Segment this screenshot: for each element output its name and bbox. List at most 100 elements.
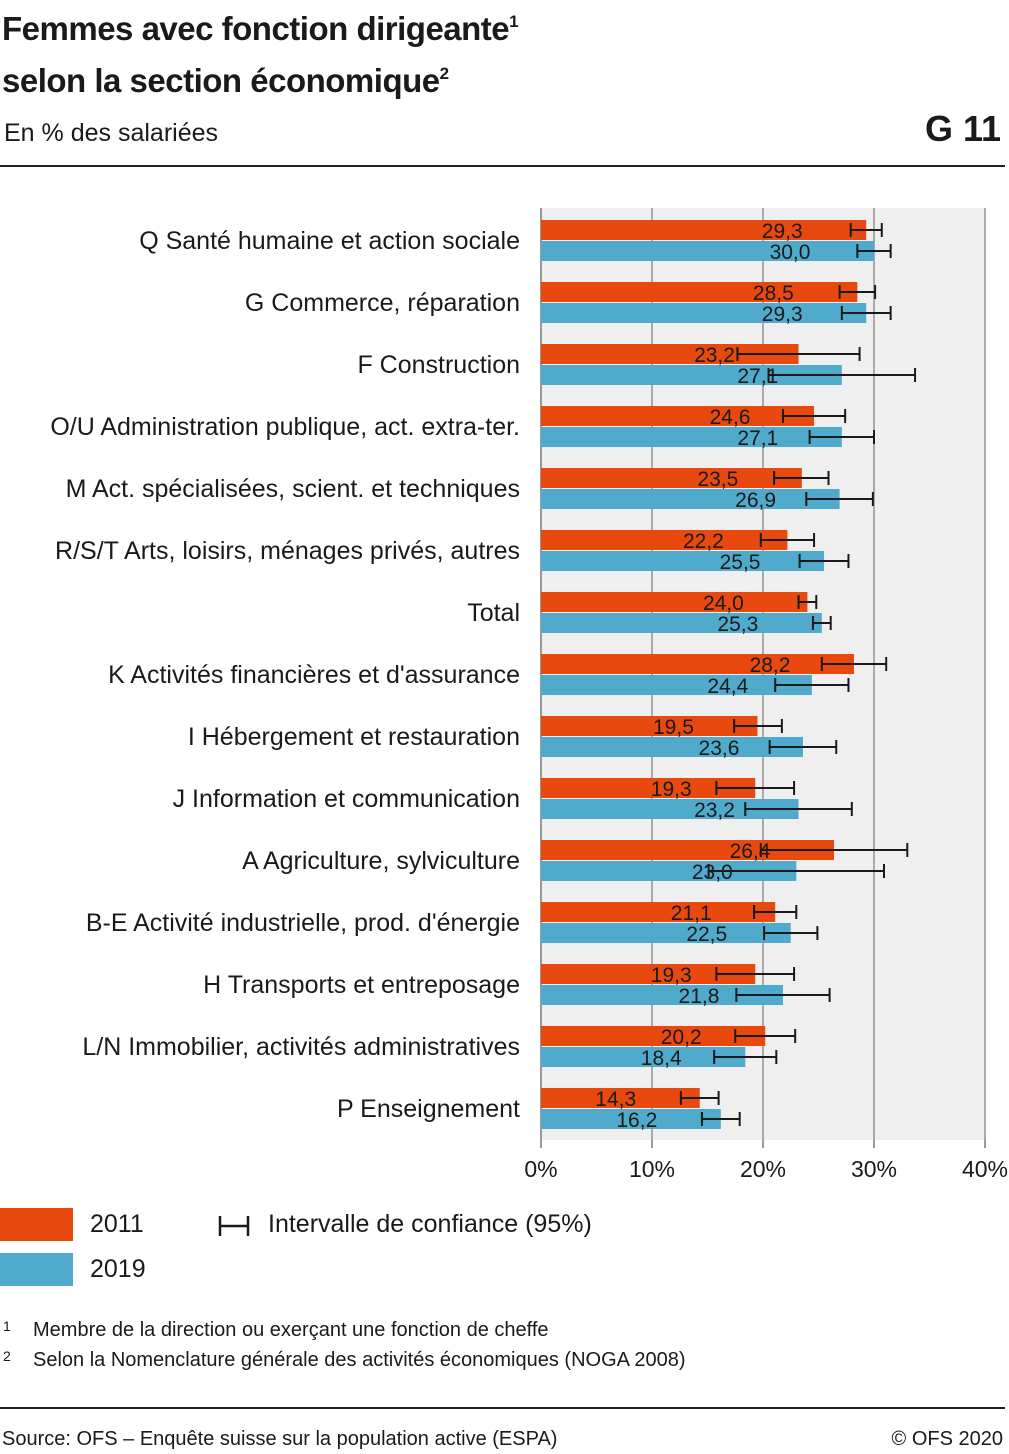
footnote-1-text: Membre de la direction ou exerçant une f… — [33, 1319, 549, 1341]
category-label: H Transports et entreposage — [203, 971, 520, 999]
data-label-2011: 28,2 — [750, 654, 791, 677]
bar-2019 — [541, 489, 840, 509]
source-note: Source: OFS – Enquête suisse sur la popu… — [2, 1428, 558, 1450]
bar-2019 — [541, 551, 825, 571]
category-label: J Information et communication — [173, 785, 520, 813]
bar-2019 — [541, 365, 842, 385]
bar-2019 — [541, 799, 799, 819]
bar-2019 — [541, 861, 797, 881]
data-label-2011: 19,5 — [653, 716, 694, 739]
x-tick-label: 20% — [740, 1156, 786, 1182]
data-label-2011: 22,2 — [683, 530, 724, 553]
chart-code: G 11 — [924, 108, 1001, 149]
data-label-2019: 25,3 — [717, 613, 758, 636]
legend-label-2019: 2019 — [90, 1255, 146, 1283]
footnote-ref-2: 2 — [439, 64, 449, 83]
bar-2019 — [541, 675, 812, 695]
footnote-2-text: Selon la Nomenclature générale des activ… — [33, 1349, 686, 1371]
bar-2019 — [541, 1047, 746, 1067]
bar-chart: 0% 10% 20% 30% 40% Q Santé humaine et action … — [50, 208, 1008, 1182]
category-label: L/N Immobilier, activités administrative… — [82, 1033, 520, 1061]
bar-2019 — [541, 923, 791, 943]
bar-2011 — [541, 964, 756, 984]
x-tick-label: 40% — [962, 1156, 1008, 1182]
footnote-1-number: 1 — [3, 1318, 11, 1334]
data-label-2019: 18,4 — [641, 1047, 682, 1070]
data-label-2019: 24,4 — [707, 675, 748, 698]
bar-2019 — [541, 613, 822, 633]
category-label: G Commerce, réparation — [245, 289, 520, 317]
bar-2019 — [541, 737, 803, 757]
category-label: I Hébergement et restauration — [188, 723, 520, 751]
bar-2011 — [541, 406, 815, 426]
bar-2019 — [541, 427, 842, 447]
footnote-2-number: 2 — [3, 1348, 11, 1364]
data-label-2011: 23,2 — [694, 344, 735, 367]
chart-subtitle: En % des salariées — [4, 119, 219, 147]
legend-swatch-2011 — [0, 1208, 73, 1241]
data-label-2011: 14,3 — [595, 1088, 636, 1111]
x-tick-label: 10% — [629, 1156, 675, 1182]
x-tick-label: 0% — [524, 1156, 557, 1182]
data-label-2019: 27,1 — [737, 365, 778, 388]
data-label-2019: 30,0 — [770, 241, 811, 264]
bar-2019 — [541, 985, 783, 1005]
data-label-2019: 27,1 — [737, 427, 778, 450]
category-label: K Activités financières et d'assurance — [108, 661, 520, 689]
category-label: P Enseignement — [337, 1095, 520, 1123]
bar-2011 — [541, 344, 799, 364]
data-label-2011: 20,2 — [661, 1026, 702, 1049]
data-label-2011: 21,1 — [671, 902, 712, 925]
ci-legend-icon — [218, 1216, 250, 1236]
legend-swatch-2019 — [0, 1253, 73, 1286]
data-label-2019: 16,2 — [616, 1109, 657, 1132]
data-label-2011: 28,5 — [753, 282, 794, 305]
category-label: M Act. spécialisées, scient. et techniqu… — [66, 475, 520, 503]
bar-2011 — [541, 654, 855, 674]
data-label-2019: 23,2 — [694, 799, 735, 822]
data-label-2019: 21,8 — [679, 985, 720, 1008]
bar-2011 — [541, 220, 867, 240]
legend-label-ci: Intervalle de confiance (95%) — [268, 1210, 592, 1238]
category-label: B-E Activité industrielle, prod. d'énerg… — [86, 909, 520, 937]
data-label-2019: 25,5 — [720, 551, 761, 574]
data-label-2011: 29,3 — [762, 220, 803, 243]
category-label: Total — [467, 599, 520, 627]
data-label-2011: 24,0 — [703, 592, 744, 615]
header-rule — [0, 165, 1005, 167]
footer-rule — [0, 1407, 1005, 1409]
title-text-1: Femmes avec fonction dirigeante — [2, 10, 510, 47]
data-label-2019: 23,6 — [699, 737, 740, 760]
data-label-2011: 19,3 — [651, 778, 692, 801]
category-label: R/S/T Arts, loisirs, ménages privés, aut… — [55, 537, 520, 565]
bar-2011 — [541, 902, 776, 922]
data-label-2011: 19,3 — [651, 964, 692, 987]
data-label-2019: 29,3 — [762, 303, 803, 326]
bar-2011 — [541, 1088, 700, 1108]
bar-2011 — [541, 716, 758, 736]
bar-2019 — [541, 1109, 721, 1129]
category-label: A Agriculture, sylviculture — [242, 847, 520, 875]
title-text-2: selon la section économique — [2, 62, 440, 99]
bar-2011 — [541, 778, 756, 798]
bar-2011 — [541, 592, 808, 612]
bar-2011 — [541, 282, 858, 302]
data-label-2011: 23,5 — [697, 468, 738, 491]
category-label: O/U Administration publique, act. extra-… — [50, 413, 520, 441]
data-label-2011: 26,4 — [730, 840, 771, 863]
data-label-2019: 23,0 — [692, 861, 733, 884]
x-tick-label: 30% — [851, 1156, 897, 1182]
data-label-2011: 24,6 — [710, 406, 751, 429]
data-label-2019: 22,5 — [686, 923, 727, 946]
copyright-note: © OFS 2020 — [891, 1428, 1003, 1450]
bar-2011 — [541, 530, 788, 550]
legend-label-2011: 2011 — [90, 1210, 144, 1238]
bar-2011 — [541, 1026, 766, 1046]
bar-2011 — [541, 468, 802, 488]
bar-2019 — [541, 303, 867, 323]
footnote-ref-1: 1 — [509, 12, 519, 31]
data-label-2019: 26,9 — [735, 489, 776, 512]
category-label: F Construction — [357, 351, 520, 379]
bar-2019 — [541, 241, 874, 261]
chart-title-line-1: Femmes avec fonction dirigeante1 — [2, 10, 519, 48]
